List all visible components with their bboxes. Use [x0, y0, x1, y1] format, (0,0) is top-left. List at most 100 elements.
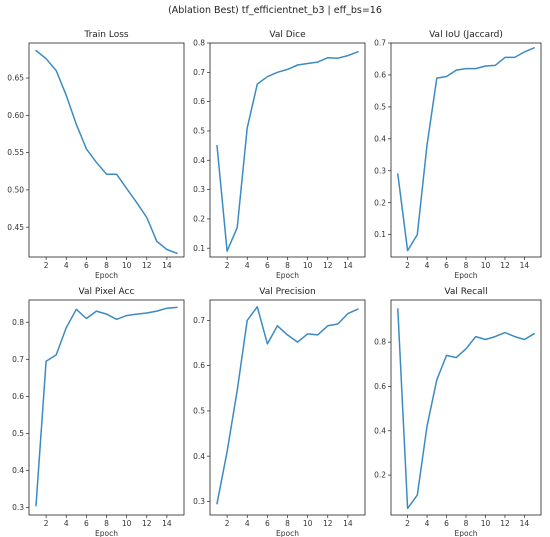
y-tick-label: 0.2: [193, 214, 205, 223]
series-line: [216, 306, 359, 505]
x-axis-label: Epoch: [276, 529, 299, 537]
x-tick-label: 6: [84, 261, 89, 270]
x-tick-label: 12: [500, 261, 510, 270]
x-tick-label: 10: [481, 261, 491, 270]
y-tick-label: 0.5: [374, 102, 386, 111]
x-tick-label: 14: [162, 261, 172, 270]
y-tick-label: 0.6: [374, 71, 386, 80]
y-tick-label: 0.65: [7, 74, 24, 83]
plot-frame: [209, 42, 366, 258]
x-tick-label: 4: [245, 519, 250, 528]
y-tick-label: 0.4: [193, 156, 205, 165]
y-tick-label: 0.6: [193, 97, 205, 106]
x-tick-label: 4: [425, 519, 430, 528]
y-tick-label: 0.2: [374, 198, 386, 207]
x-tick-label: 2: [44, 519, 49, 528]
x-tick-label: 4: [245, 261, 250, 270]
x-tick-label: 8: [464, 519, 469, 528]
x-tick-label: 6: [265, 261, 270, 270]
y-tick-label: 0.2: [374, 471, 386, 480]
y-tick-label: 0.8: [193, 39, 205, 48]
y-tick-label: 0.3: [374, 166, 386, 175]
figure-suptitle: (Ablation Best) tf_efficientnet_b3 | eff…: [168, 5, 382, 16]
plot-frame: [28, 42, 185, 258]
chart-title: Val Recall: [444, 287, 487, 297]
x-tick-label: 8: [104, 519, 109, 528]
y-tick-label: 0.8: [374, 338, 386, 347]
x-tick-label: 14: [343, 519, 353, 528]
y-tick-label: 0.7: [12, 355, 24, 364]
y-tick-label: 0.1: [374, 230, 386, 239]
x-tick-label: 10: [122, 261, 132, 270]
y-tick-label: 0.60: [7, 111, 24, 120]
x-tick-label: 2: [405, 261, 410, 270]
y-tick-label: 0.4: [193, 452, 205, 461]
x-tick-label: 8: [104, 261, 109, 270]
x-tick-label: 6: [265, 519, 270, 528]
y-tick-label: 0.6: [374, 382, 386, 391]
plot-frame: [209, 299, 366, 516]
x-tick-label: 4: [64, 519, 69, 528]
x-tick-label: 6: [444, 261, 449, 270]
x-tick-label: 2: [225, 519, 230, 528]
plot-frame: [390, 299, 542, 516]
x-tick-label: 12: [323, 519, 333, 528]
x-axis-label: Epoch: [276, 271, 299, 280]
chart-title: Val IoU (Jaccard): [429, 30, 503, 40]
chart-title: Val Precision: [259, 287, 316, 297]
y-tick-label: 0.50: [7, 185, 24, 194]
chart-panel-3: Val IoU (Jaccard) 2 4 6 8 10 12 14 0.1 0.2 0.3 0.4 0…: [374, 30, 542, 280]
y-tick-label: 0.7: [374, 39, 386, 48]
y-tick-label: 0.4: [374, 426, 386, 435]
series-line: [35, 49, 178, 255]
x-tick-label: 6: [444, 519, 449, 528]
y-tick-label: 0.45: [7, 223, 24, 232]
x-tick-label: 14: [162, 519, 172, 528]
chart-title: Train Loss: [83, 30, 129, 40]
x-tick-label: 12: [323, 261, 333, 270]
chart-title: Val Dice: [269, 30, 306, 40]
series-line: [216, 51, 359, 252]
x-tick-label: 2: [405, 519, 410, 528]
x-tick-label: 6: [84, 519, 89, 528]
y-tick-label: 0.4: [374, 134, 386, 143]
x-tick-label: 12: [142, 519, 152, 528]
y-tick-label: 0.3: [193, 185, 205, 194]
y-tick-label: 0.1: [193, 244, 205, 253]
series-line: [397, 308, 535, 510]
plot-frame: [390, 42, 542, 258]
x-tick-label: 10: [303, 261, 313, 270]
x-axis-label: Epoch: [455, 529, 478, 537]
x-tick-label: 10: [122, 519, 132, 528]
x-axis-label: Epoch: [455, 271, 478, 280]
chart-panel-4: Val Pixel Acc 2 4 6 8 10 12 14 0.3 0.4 0.5 0.6 0.7 0.…: [12, 287, 185, 537]
x-tick-label: 10: [303, 519, 313, 528]
series-line: [35, 306, 178, 507]
y-tick-label: 0.8: [12, 318, 24, 327]
chart-title: Val Pixel Acc: [79, 287, 135, 297]
y-tick-label: 0.7: [193, 316, 205, 325]
x-tick-label: 12: [500, 519, 510, 528]
plot-frame: [28, 299, 185, 516]
chart-panel-1: Train Loss 2 4 6 8 10 12 14 0.45 0.50 0.55 0.60 0.65…: [7, 30, 185, 280]
chart-panel-6: Val Recall 2 4 6 8 10 12 14 0.2 0.4 0.6 0.8 Epoch: [374, 287, 542, 537]
y-tick-label: 0.5: [193, 406, 205, 415]
x-tick-label: 8: [464, 261, 469, 270]
series-line: [397, 47, 535, 252]
x-tick-label: 8: [285, 519, 290, 528]
y-tick-label: 0.5: [12, 429, 24, 438]
x-tick-label: 10: [481, 519, 491, 528]
y-tick-label: 0.6: [193, 361, 205, 370]
x-tick-label: 14: [520, 519, 530, 528]
x-tick-label: 4: [425, 261, 430, 270]
x-tick-label: 12: [142, 261, 152, 270]
x-tick-label: 2: [225, 261, 230, 270]
x-tick-label: 8: [285, 261, 290, 270]
chart-panel-5: Val Precision 2 4 6 8 10 12 14 0.3 0.4 0.5 0.6 0.7 Ep…: [193, 287, 366, 537]
y-tick-label: 0.3: [193, 497, 205, 506]
x-tick-label: 14: [343, 261, 353, 270]
y-tick-label: 0.55: [7, 148, 24, 157]
x-axis-label: Epoch: [95, 271, 118, 280]
y-tick-label: 0.7: [193, 68, 205, 77]
